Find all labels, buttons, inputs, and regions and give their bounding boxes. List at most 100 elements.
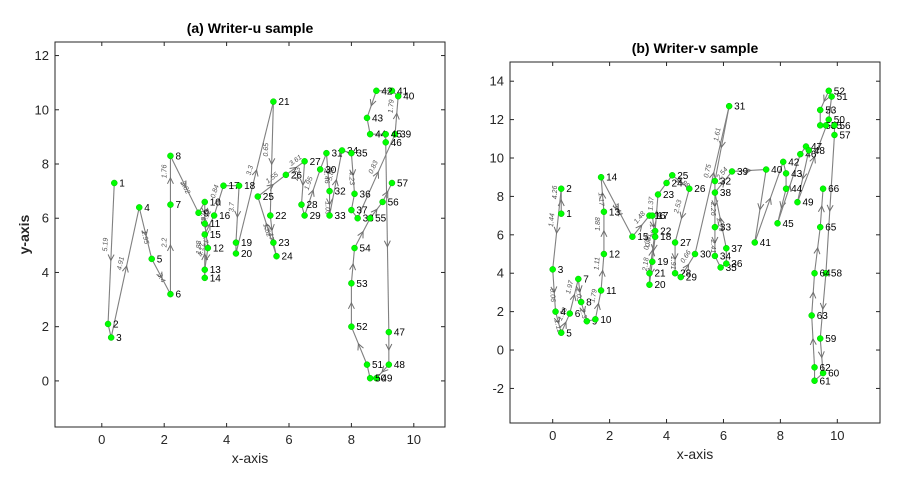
path-segment — [600, 176, 633, 237]
data-point — [394, 92, 402, 100]
segment-annotation: 0.81 — [645, 233, 654, 247]
point-label: 18 — [244, 181, 256, 192]
point-label: 56 — [839, 121, 851, 132]
direction-arrow — [331, 178, 339, 187]
path-segment — [819, 273, 827, 339]
segment-annotation: 1.88 — [196, 240, 203, 254]
point-label: 1 — [566, 209, 572, 220]
data-point — [552, 308, 559, 315]
path-segment — [680, 253, 696, 278]
segment-annotation: 4.91 — [116, 256, 126, 271]
direction-arrow — [600, 229, 608, 238]
segment-annotation: 1.62 — [261, 223, 272, 238]
point-label: 34 — [720, 251, 732, 262]
data-point — [235, 182, 243, 189]
direction-arrow — [550, 286, 558, 294]
direction-arrow — [612, 203, 619, 211]
point-label: 52 — [834, 86, 846, 97]
direction-arrow — [289, 166, 298, 174]
segment-annotation: 1.11 — [552, 319, 562, 334]
point-label: 61 — [820, 376, 832, 387]
y-tick-label: 8 — [497, 189, 504, 204]
data-point — [366, 214, 374, 222]
data-point — [782, 185, 790, 192]
direction-arrow — [349, 262, 357, 271]
path-segment — [350, 326, 368, 365]
segment-annotation: 0.83 — [368, 160, 380, 175]
direction-arrow — [264, 222, 272, 231]
segment-annotation: 0.65 — [263, 143, 270, 157]
path-segment — [269, 101, 274, 216]
path-segment — [552, 188, 562, 270]
data-point — [385, 328, 393, 336]
path-segment — [169, 155, 200, 214]
data-point — [646, 269, 653, 277]
direction-arrow — [650, 243, 658, 252]
y-tick-label: 0 — [42, 373, 49, 388]
path-segment — [819, 188, 824, 228]
segment-annotation: 2.34 — [578, 307, 589, 323]
direction-arrow — [266, 183, 275, 191]
data-point — [301, 212, 308, 219]
point-label: 29 — [310, 211, 322, 222]
segment-annotation: 1.37 — [648, 196, 656, 211]
point-label: 44 — [375, 130, 387, 141]
point-label: 12 — [609, 250, 621, 261]
path-segment — [138, 207, 153, 260]
data-point — [794, 198, 801, 206]
point-label: 7 — [175, 200, 181, 211]
segment-annotation: 1.09 — [324, 201, 331, 215]
point-label: 5 — [566, 328, 572, 339]
data-point — [811, 364, 818, 371]
path-segment — [811, 273, 816, 316]
point-label: 63 — [817, 311, 829, 322]
direction-arrow — [553, 316, 561, 325]
path-segment — [796, 119, 830, 203]
path-segment — [285, 160, 305, 176]
point-label: 39 — [737, 167, 749, 178]
y-tick-label: 8 — [42, 157, 49, 172]
path-segment — [329, 150, 343, 216]
direction-arrow — [671, 253, 679, 261]
data-point — [104, 320, 112, 328]
segment-annotation: 1.79 — [589, 288, 599, 303]
path-segment — [731, 168, 767, 173]
data-point — [254, 193, 262, 200]
segment-annotation: 3.4 — [155, 272, 166, 284]
data-point — [210, 212, 218, 219]
point-label: 53 — [825, 106, 837, 117]
point-label: 11 — [606, 286, 617, 297]
direction-arrow — [817, 351, 825, 359]
point-label: 36 — [731, 259, 743, 270]
data-point — [828, 93, 835, 100]
direction-arrow — [598, 269, 606, 277]
data-point — [600, 208, 608, 216]
point-label: 59 — [825, 334, 837, 345]
segment-annotation: 3.7 — [229, 201, 237, 212]
point-label: 33 — [720, 223, 732, 234]
path-segment — [796, 150, 810, 203]
direction-arrow — [569, 293, 577, 302]
segment-annotation: 2.03 — [574, 287, 583, 302]
direction-arrow — [166, 243, 174, 252]
segment-annotation: 1.11 — [594, 257, 602, 271]
point-label: 32 — [720, 177, 732, 188]
points: 1234567891011121314151617181920212223242… — [549, 86, 851, 387]
x-tick-label: 4 — [223, 432, 230, 447]
segment-annotation: 4.23 — [294, 167, 302, 181]
segment-annotation: 4.23 — [347, 171, 355, 185]
segment-annotation: 2.18 — [642, 257, 651, 272]
point-label: 11 — [210, 219, 221, 230]
data-point — [711, 189, 719, 196]
data-point — [549, 266, 556, 273]
path-segment — [269, 215, 274, 243]
direction-arrow — [813, 246, 821, 255]
path-segment — [235, 101, 274, 254]
point-label: 5 — [157, 254, 163, 265]
point-label: 66 — [828, 184, 840, 195]
direction-arrow — [757, 203, 765, 211]
direction-arrow — [711, 236, 719, 245]
point-label: 18 — [660, 232, 672, 243]
direction-arrow — [718, 180, 726, 188]
